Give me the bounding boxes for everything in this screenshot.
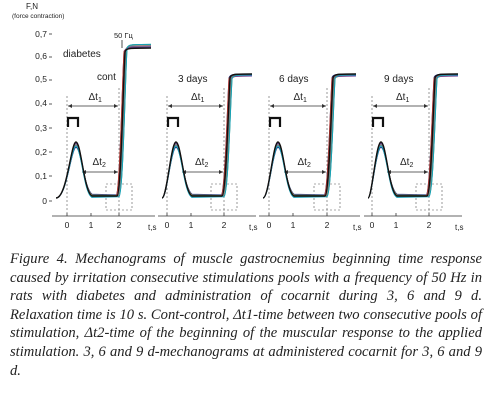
trace-main xyxy=(55,47,152,199)
panel-4: 0 1 2 t,s Δt1 Δt2 9 days xyxy=(364,73,463,232)
panel-2: 0 1 2 t,s Δt1 Δt2 3 days xyxy=(158,73,257,232)
x-axis-label: t,s xyxy=(148,223,156,232)
delta-t1-label: Δt1 xyxy=(191,92,204,104)
x-tick-label: 1 xyxy=(89,220,94,230)
trace xyxy=(161,73,253,199)
x-tick-label: 1 xyxy=(291,220,296,230)
delta-t2-label: Δt2 xyxy=(400,157,413,169)
panels-layer: 0 1 2 t,s Δt1 Δt2 diabetes cont 0 1 2 t,s Δt1 Δt2 3 da… xyxy=(52,43,463,232)
trace xyxy=(262,73,357,199)
x-axis-label: t,s xyxy=(249,223,257,232)
x-tick-label: 0 xyxy=(65,220,70,230)
trace xyxy=(161,75,253,199)
trace-main xyxy=(262,73,357,199)
y-tick-labels: 0,7 0,6 0,5 0,4 0,3 0,2 0,1 0 xyxy=(35,29,47,206)
x-tick-label: 1 xyxy=(394,220,399,230)
trace xyxy=(367,74,459,199)
caption-label: Figure 4. xyxy=(10,251,68,267)
trace xyxy=(367,74,459,199)
y-tick-label: 0,3 xyxy=(35,123,47,133)
trace xyxy=(367,73,459,199)
y-tick-label: 0,4 xyxy=(35,98,47,108)
trace xyxy=(55,43,152,199)
delta-t1-label: Δt1 xyxy=(294,92,307,104)
trace xyxy=(262,74,357,199)
x-tick-label: 2 xyxy=(222,220,227,230)
trace xyxy=(161,75,253,199)
trace xyxy=(262,75,357,199)
panel-label-days: 3 days xyxy=(178,74,207,85)
delta-t2-label: Δt2 xyxy=(93,157,106,169)
figure-caption: Figure 4. Mechanograms of muscle gastroc… xyxy=(10,250,482,380)
panel-label-days: 6 days xyxy=(279,74,308,85)
stimulus-marker xyxy=(66,116,80,127)
stimulus-marker xyxy=(268,116,282,127)
trace xyxy=(367,74,459,199)
panel-3: 0 1 2 t,s Δt1 Δt2 6 days xyxy=(259,73,361,232)
trace xyxy=(55,45,152,199)
stimulus-marker xyxy=(166,116,180,127)
y-axis-sublabel: (force contraction) xyxy=(12,13,64,20)
trace xyxy=(55,47,152,199)
panel-label-days: 9 days xyxy=(384,74,413,85)
x-axis-label: t,s xyxy=(455,223,463,232)
x-tick-label: 0 xyxy=(267,220,272,230)
y-tick-label: 0 xyxy=(42,196,47,206)
delta-t2-label: Δt2 xyxy=(195,157,208,169)
trace xyxy=(262,75,357,199)
trace xyxy=(55,45,152,199)
trace xyxy=(161,74,253,199)
trace xyxy=(161,74,253,199)
trace xyxy=(367,75,459,199)
y-tick-label: 0,1 xyxy=(35,171,47,181)
delta-t2-label: Δt2 xyxy=(298,157,311,169)
trace xyxy=(262,74,357,199)
trace-main xyxy=(161,73,253,199)
frequency-label: 50 Гц xyxy=(114,31,133,40)
x-tick-label: 0 xyxy=(370,220,375,230)
trace xyxy=(55,43,152,199)
trace xyxy=(367,73,459,199)
x-axis-label: t,s xyxy=(353,223,361,232)
mechanogram-figure: F,N (force contraction) 0,7 0,6 0,5 0,4 … xyxy=(12,2,463,232)
trace xyxy=(262,73,357,199)
trace xyxy=(55,47,152,199)
trace xyxy=(55,46,152,199)
trace xyxy=(55,46,152,199)
trace xyxy=(161,74,253,199)
y-tick-label: 0,6 xyxy=(35,51,47,61)
x-tick-label: 2 xyxy=(325,220,330,230)
x-tick-label: 2 xyxy=(117,220,122,230)
trace xyxy=(161,73,253,199)
trace xyxy=(367,75,459,199)
panel-label-cont: cont xyxy=(97,72,116,83)
trace xyxy=(262,73,357,199)
delta-t1-label: Δt1 xyxy=(396,92,409,104)
trace xyxy=(262,74,357,199)
trace xyxy=(367,73,459,199)
y-tick-label: 0,7 xyxy=(35,29,47,39)
stimulus-marker xyxy=(371,116,385,127)
y-axis-label: F,N xyxy=(26,2,38,11)
trace-main xyxy=(367,73,459,199)
y-tick-label: 0,5 xyxy=(35,74,47,84)
delta-t1-label: Δt1 xyxy=(89,92,102,104)
trace xyxy=(161,73,253,199)
panel-label-diabetes: diabetes xyxy=(63,49,101,60)
x-tick-label: 1 xyxy=(189,220,194,230)
panel-1: 0 1 2 t,s Δt1 Δt2 diabetes cont xyxy=(52,43,156,232)
x-tick-label: 2 xyxy=(427,220,432,230)
x-tick-label: 0 xyxy=(165,220,170,230)
y-tick-label: 0,2 xyxy=(35,147,47,157)
caption-text: Mechanograms of muscle gastrocnemius beg… xyxy=(10,251,483,379)
